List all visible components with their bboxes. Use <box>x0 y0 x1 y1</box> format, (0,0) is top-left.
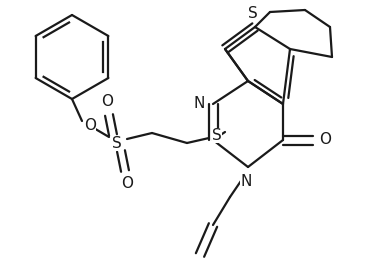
Text: N: N <box>193 96 205 112</box>
Text: O: O <box>84 117 96 132</box>
Text: S: S <box>212 128 222 143</box>
Text: O: O <box>319 132 331 147</box>
Text: S: S <box>112 135 122 151</box>
Text: O: O <box>101 95 113 109</box>
Text: S: S <box>248 6 258 21</box>
Text: O: O <box>121 176 133 191</box>
Text: N: N <box>240 174 252 189</box>
